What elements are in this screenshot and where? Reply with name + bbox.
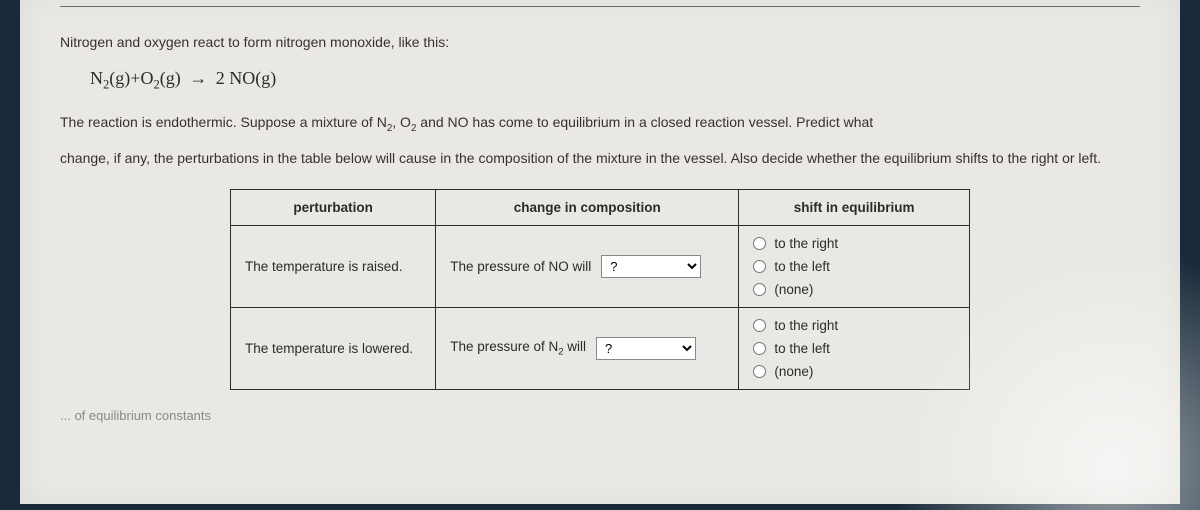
perturbation-cell: The temperature is raised. xyxy=(231,225,436,307)
next-section-hint: ... of equilibrium constants xyxy=(60,408,1140,423)
col-header-shift: shift in equilibrium xyxy=(739,189,970,225)
shift-option-none[interactable]: (none) xyxy=(753,282,955,297)
shift-option-right[interactable]: to the right xyxy=(753,318,955,333)
table-header-row: perturbation change in composition shift… xyxy=(231,189,970,225)
chemical-equation: N2(g)+O2(g) → 2 NO(g) xyxy=(90,64,1140,95)
option-label: to the left xyxy=(774,341,830,356)
radio-none[interactable] xyxy=(753,365,766,378)
species-no: 2 NO(g) xyxy=(216,68,277,88)
option-label: (none) xyxy=(774,364,813,379)
table-row: The temperature is lowered. The pressure… xyxy=(231,307,970,389)
plus-sign: + xyxy=(130,68,140,88)
radio-left[interactable] xyxy=(753,260,766,273)
option-label: (none) xyxy=(774,282,813,297)
intro-line: Nitrogen and oxygen react to form nitrog… xyxy=(60,31,1140,54)
reaction-arrow-icon: → xyxy=(185,64,211,94)
shift-cell: to the right to the left (none) xyxy=(739,225,970,307)
option-label: to the left xyxy=(774,259,830,274)
radio-right[interactable] xyxy=(753,237,766,250)
table-row: The temperature is raised. The pressure … xyxy=(231,225,970,307)
composition-cell: The pressure of NO will ? xyxy=(436,225,739,307)
composition-select[interactable]: ? xyxy=(601,255,701,278)
col-header-composition: change in composition xyxy=(436,189,739,225)
perturbation-table-wrap: perturbation change in composition shift… xyxy=(230,189,970,390)
species-o2: O2(g) xyxy=(140,68,180,88)
radio-none[interactable] xyxy=(753,283,766,296)
composition-cell: The pressure of N2 will ? xyxy=(436,307,739,389)
option-label: to the right xyxy=(774,318,838,333)
shift-option-right[interactable]: to the right xyxy=(753,236,955,251)
shift-option-left[interactable]: to the left xyxy=(753,259,955,274)
composition-select[interactable]: ? xyxy=(596,337,696,360)
shift-option-left[interactable]: to the left xyxy=(753,341,955,356)
perturbation-cell: The temperature is lowered. xyxy=(231,307,436,389)
radio-left[interactable] xyxy=(753,342,766,355)
context-line-1: The reaction is endothermic. Suppose a m… xyxy=(60,111,1140,137)
radio-right[interactable] xyxy=(753,319,766,332)
species-n2: N2(g) xyxy=(90,68,130,88)
col-header-perturbation: perturbation xyxy=(231,189,436,225)
shift-option-none[interactable]: (none) xyxy=(753,364,955,379)
divider xyxy=(60,6,1140,7)
perturbation-table: perturbation change in composition shift… xyxy=(230,189,970,390)
option-label: to the right xyxy=(774,236,838,251)
worksheet-page: Using Le Chatelier's Principle to predic… xyxy=(20,0,1180,504)
problem-statement: Nitrogen and oxygen react to form nitrog… xyxy=(60,31,1140,171)
composition-prefix: The pressure of NO will xyxy=(450,259,591,274)
composition-prefix: The pressure of N2 will xyxy=(450,339,586,358)
shift-cell: to the right to the left (none) xyxy=(739,307,970,389)
context-line-2: change, if any, the perturbations in the… xyxy=(60,147,1140,170)
